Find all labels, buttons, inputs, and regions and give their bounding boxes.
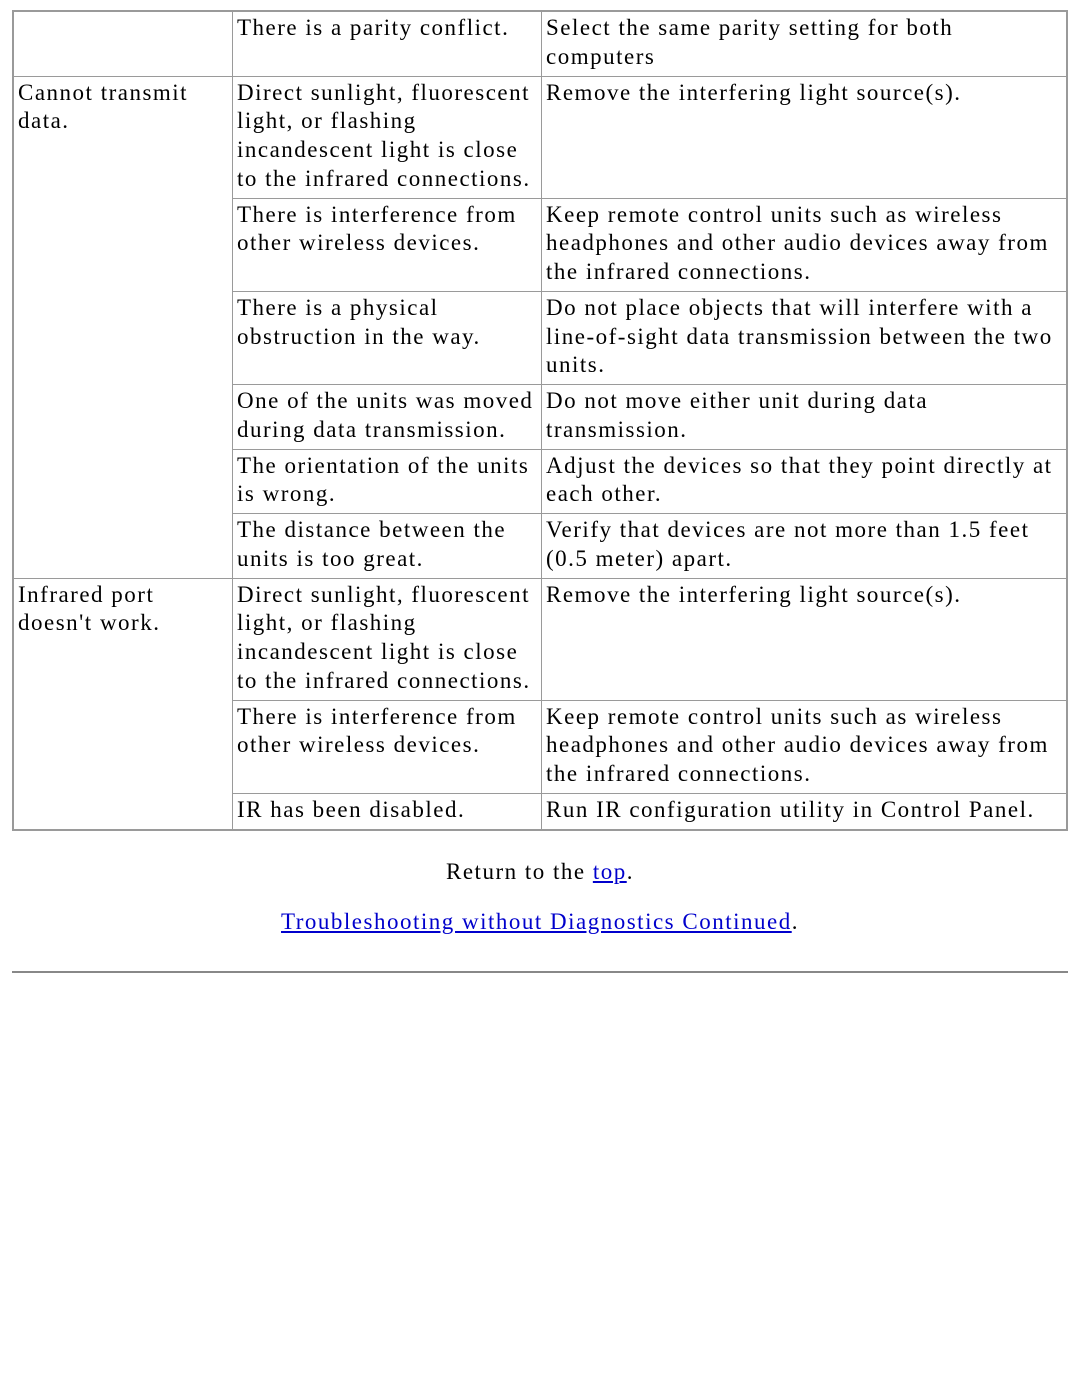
table-body: There is a parity conflict. Select the s… (13, 11, 1067, 830)
cell-cause: The distance between the units is too gr… (233, 514, 542, 579)
top-link[interactable]: top (593, 859, 627, 884)
cell-cause: There is interference from other wireles… (233, 198, 542, 291)
cell-solution: Keep remote control units such as wirele… (542, 700, 1068, 793)
cell-cause: One of the units was moved during data t… (233, 385, 542, 450)
return-line: Return to the top. (12, 859, 1068, 885)
cell-solution: Do not move either unit during data tran… (542, 385, 1068, 450)
cell-solution: Adjust the devices so that they point di… (542, 449, 1068, 514)
cell-solution: Remove the interfering light source(s). (542, 578, 1068, 700)
table-row: Infrared port doesn't work. Direct sunli… (13, 578, 1067, 700)
cell-cause: The orientation of the units is wrong. (233, 449, 542, 514)
cell-solution: Remove the interfering light source(s). (542, 76, 1068, 198)
cell-cause: There is a parity conflict. (233, 11, 542, 76)
cell-solution: Do not place objects that will interfere… (542, 291, 1068, 384)
continue-suffix: . (792, 909, 799, 934)
table-row: There is a parity conflict. Select the s… (13, 11, 1067, 76)
page: There is a parity conflict. Select the s… (0, 0, 1080, 973)
cell-solution: Run IR configuration utility in Control … (542, 793, 1068, 829)
return-suffix: . (627, 859, 634, 884)
table-row: Cannot transmit data. Direct sunlight, f… (13, 76, 1067, 198)
continue-line: Troubleshooting without Diagnostics Cont… (12, 909, 1068, 935)
cell-problem (13, 11, 233, 76)
cell-cause: Direct sunlight, fluorescent light, or f… (233, 578, 542, 700)
horizontal-rule (12, 971, 1068, 973)
return-prefix: Return to the (446, 859, 593, 884)
continue-link[interactable]: Troubleshooting without Diagnostics Cont… (281, 909, 792, 934)
troubleshooting-table: There is a parity conflict. Select the s… (12, 10, 1068, 831)
cell-solution: Verify that devices are not more than 1.… (542, 514, 1068, 579)
cell-cause: There is a physical obstruction in the w… (233, 291, 542, 384)
footer: Return to the top. Troubleshooting witho… (12, 859, 1068, 935)
cell-cause: Direct sunlight, fluorescent light, or f… (233, 76, 542, 198)
cell-solution: Keep remote control units such as wirele… (542, 198, 1068, 291)
cell-problem: Infrared port doesn't work. (13, 578, 233, 830)
cell-solution: Select the same parity setting for both … (542, 11, 1068, 76)
cell-cause: IR has been disabled. (233, 793, 542, 829)
cell-cause: There is interference from other wireles… (233, 700, 542, 793)
cell-problem: Cannot transmit data. (13, 76, 233, 578)
